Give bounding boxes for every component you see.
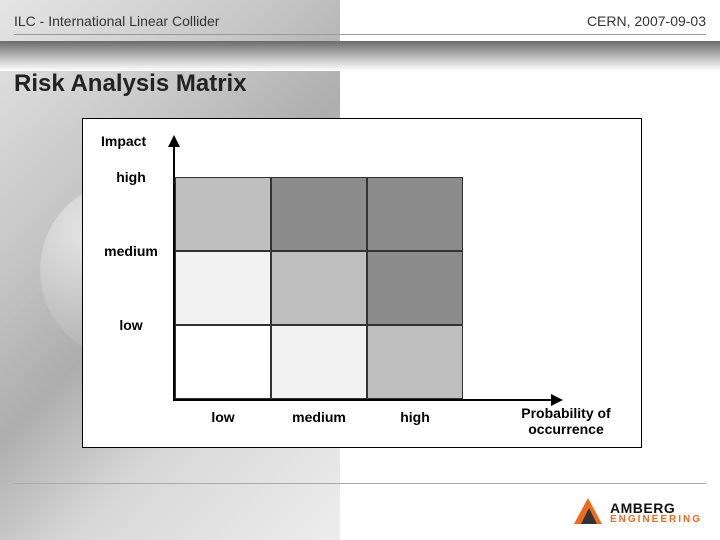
cell-medium-high: [367, 251, 463, 325]
x-label-medium: medium: [271, 409, 367, 425]
y-axis-label: Impact: [101, 133, 146, 149]
cell-low-high: [367, 325, 463, 399]
y-label-low: low: [93, 317, 169, 333]
x-label-low: low: [175, 409, 271, 425]
page-title: Risk Analysis Matrix: [14, 70, 247, 98]
header-divider: [14, 34, 706, 35]
cell-high-medium: [271, 177, 367, 251]
amberg-logo-text: AMBERG ENGINEERING: [610, 501, 702, 525]
x-axis-label: Probability of occurrence: [511, 405, 621, 437]
cell-high-high: [367, 177, 463, 251]
header-left: ILC - International Linear Collider: [14, 13, 219, 29]
logo-sub: ENGINEERING: [610, 515, 702, 525]
cell-medium-medium: [271, 251, 367, 325]
header-right: CERN, 2007-09-03: [587, 13, 706, 29]
y-label-high: high: [93, 169, 169, 185]
cell-low-low: [175, 325, 271, 399]
risk-matrix-panel: Impact Probability of occurrence high me…: [82, 118, 642, 448]
amberg-logo-icon: [574, 498, 604, 528]
cell-medium-low: [175, 251, 271, 325]
y-label-medium: medium: [93, 243, 169, 259]
logo-name: AMBERG: [610, 501, 702, 515]
cell-high-low: [175, 177, 271, 251]
amberg-logo: AMBERG ENGINEERING: [574, 498, 702, 528]
x-label-high: high: [367, 409, 463, 425]
gradient-band: [0, 41, 720, 71]
header-bar: ILC - International Linear Collider CERN…: [0, 0, 720, 42]
matrix-grid: [175, 177, 463, 399]
cell-low-medium: [271, 325, 367, 399]
footer-divider: [14, 483, 706, 484]
x-axis: [173, 399, 561, 401]
